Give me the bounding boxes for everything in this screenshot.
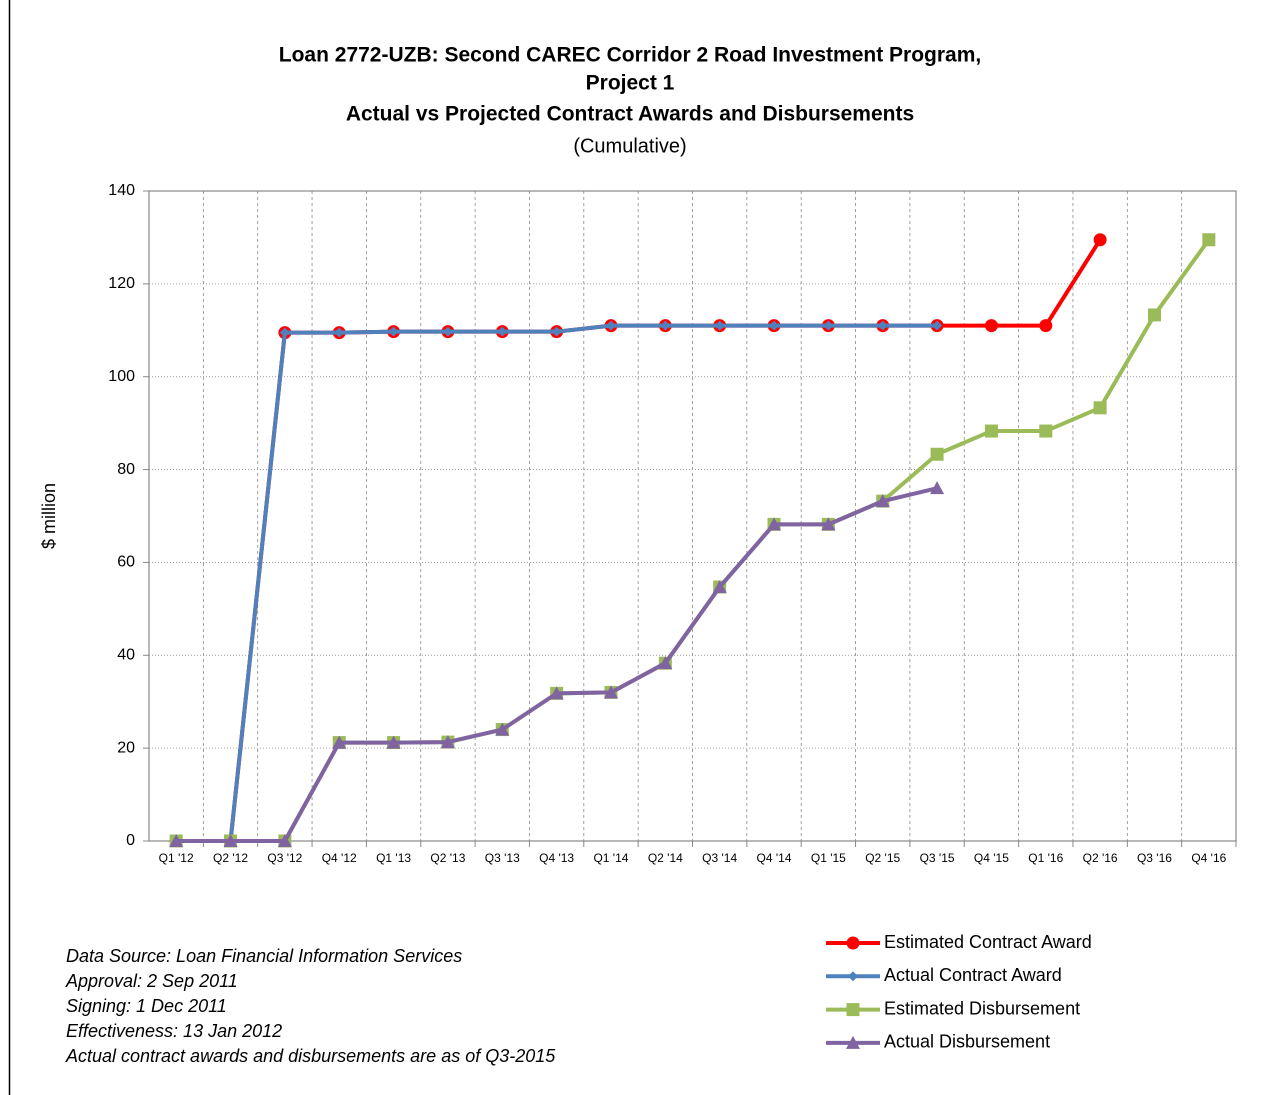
marker [605, 320, 616, 331]
x-tick-label: Q1 '15 [811, 851, 846, 865]
x-tick-label: Q3 '13 [485, 851, 520, 865]
note: Actual contract awards and disbursements… [65, 1046, 556, 1066]
note: Approval: 2 Sep 2011 [65, 971, 238, 991]
y-tick-label: 60 [117, 554, 135, 571]
chart-title: Actual vs Projected Contract Awards and … [346, 103, 914, 126]
x-tick-label: Q2 '14 [648, 851, 683, 865]
marker [821, 517, 836, 531]
chart-title: Project 1 [586, 72, 675, 95]
marker [875, 494, 890, 508]
x-tick-label: Q2 '15 [865, 851, 900, 865]
marker [603, 685, 618, 699]
marker [1039, 424, 1053, 438]
x-tick-label: Q4 '15 [974, 851, 1009, 865]
note: Effectiveness: 13 Jan 2012 [66, 1021, 282, 1041]
legend-label: Actual Contract Award [884, 965, 1062, 985]
marker [846, 1035, 860, 1049]
marker [1093, 233, 1107, 247]
marker [932, 320, 943, 331]
marker [388, 326, 399, 337]
marker [386, 735, 401, 749]
marker [549, 686, 564, 700]
marker [497, 326, 508, 337]
marker [712, 580, 727, 594]
marker [767, 517, 782, 531]
marker [277, 834, 292, 847]
marker [658, 656, 673, 670]
marker [1039, 319, 1053, 333]
x-tick-label: Q4 '16 [1191, 851, 1226, 865]
x-tick-label: Q3 '16 [1137, 851, 1172, 865]
x-tick-label: Q1 '16 [1028, 851, 1063, 865]
marker [877, 320, 888, 331]
marker [334, 327, 345, 338]
marker [769, 320, 780, 331]
x-tick-label: Q3 '15 [920, 851, 955, 865]
note: Signing: 1 Dec 2011 [66, 996, 227, 1016]
x-tick-label: Q1 '12 [159, 851, 194, 865]
x-tick-label: Q1 '13 [376, 851, 411, 865]
y-tick-label: 100 [108, 368, 135, 385]
marker [223, 834, 238, 847]
x-tick-label: Q3 '14 [702, 851, 737, 865]
x-tick-label: Q3 '12 [267, 851, 302, 865]
y-tick-label: 120 [108, 275, 135, 292]
marker [279, 327, 290, 338]
x-tick-label: Q2 '12 [213, 851, 248, 865]
marker [846, 936, 860, 950]
x-tick-label: Q4 '12 [322, 851, 357, 865]
marker [495, 722, 510, 736]
marker [823, 320, 834, 331]
y-axis-label: $ million [39, 483, 59, 549]
legend-label: Estimated Disbursement [884, 998, 1080, 1018]
marker [846, 1003, 860, 1017]
marker [984, 424, 998, 438]
marker [1093, 401, 1107, 415]
marker [1202, 233, 1216, 247]
marker [660, 320, 671, 331]
marker [551, 326, 562, 337]
y-tick-label: 140 [108, 182, 135, 199]
marker [848, 971, 858, 982]
legend-label: Estimated Contract Award [884, 932, 1092, 952]
x-tick-label: Q2 '13 [430, 851, 465, 865]
x-tick-label: Q4 '13 [539, 851, 574, 865]
marker [714, 320, 725, 331]
y-tick-label: 20 [117, 739, 135, 756]
marker [984, 319, 998, 333]
y-tick-label: 80 [117, 461, 135, 478]
marker [169, 834, 184, 847]
marker [440, 735, 455, 749]
legend-label: Actual Disbursement [884, 1032, 1050, 1052]
plot-border [148, 190, 1237, 842]
chart-subtitle: (Cumulative) [573, 135, 686, 157]
x-tick-label: Q2 '16 [1083, 851, 1118, 865]
marker [442, 326, 453, 337]
y-tick-label: 40 [117, 647, 135, 664]
note: Data Source: Loan Financial Information … [66, 946, 462, 966]
x-tick-label: Q4 '14 [757, 851, 792, 865]
marker [1147, 308, 1161, 322]
x-tick-label: Q1 '14 [593, 851, 628, 865]
marker [930, 481, 945, 495]
chart-title: Loan 2772-UZB: Second CAREC Corridor 2 R… [279, 44, 981, 67]
marker [930, 447, 944, 461]
marker [332, 735, 347, 749]
y-tick-label: 0 [126, 832, 135, 849]
